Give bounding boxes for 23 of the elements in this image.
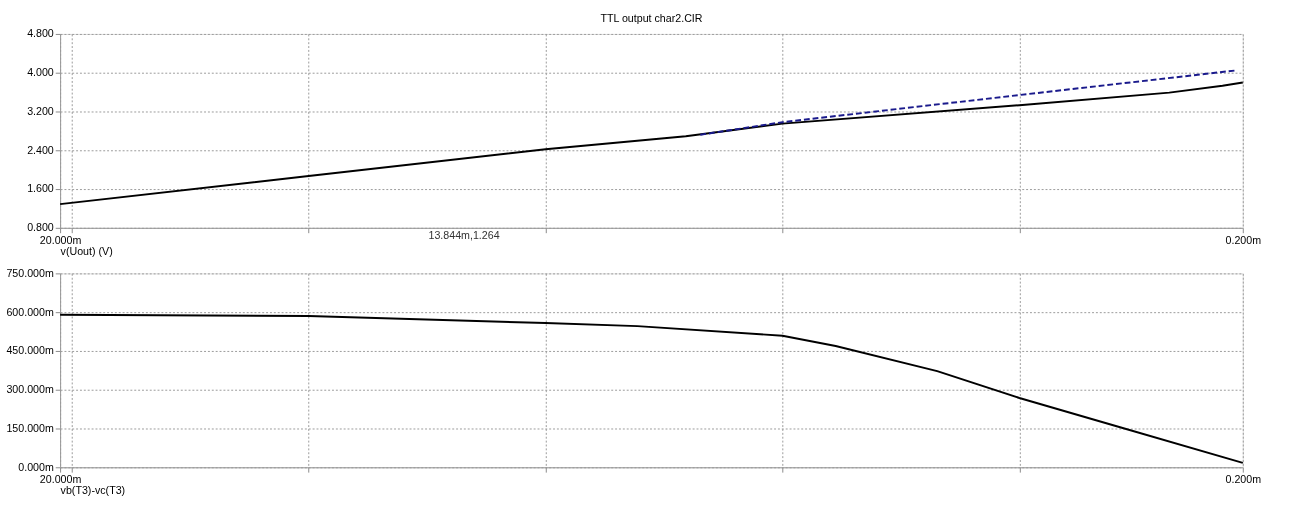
line-series xyxy=(59,313,1244,464)
y-tick-label: 4.000 xyxy=(27,66,54,79)
line-series xyxy=(699,69,1238,136)
y-tick-label: 4.800 xyxy=(27,27,54,40)
y-tick-label: 150.000m xyxy=(6,421,54,434)
text: 13.844m,1.264 xyxy=(428,228,500,241)
x-tick-label: 0.200m xyxy=(1225,233,1262,246)
y-tick-label: 3.200 xyxy=(27,104,54,117)
y-tick-label: 750.000m xyxy=(6,266,54,279)
y-tick-label: 1.600 xyxy=(27,182,54,195)
y-tick-label: 600.000m xyxy=(6,305,54,318)
y-tick-label: 300.000m xyxy=(6,383,54,396)
x-tick-label: 20.000m xyxy=(39,233,82,246)
chart-title: TTL output char2.CIR xyxy=(600,12,703,25)
x-axis-title: vb(T3)-vc(T3) xyxy=(60,483,126,496)
line-series xyxy=(59,81,1244,206)
y-tick-label: 0.000m xyxy=(18,460,54,473)
x-tick-label: 0.200m xyxy=(1225,473,1262,486)
x-tick-label: 20.000m xyxy=(39,473,82,486)
x-axis-title: v(Uout) (V) xyxy=(60,244,113,257)
y-tick-label: 450.000m xyxy=(6,344,54,357)
y-tick-label: 0.800 xyxy=(27,221,54,234)
y-tick-label: 2.400 xyxy=(27,143,54,156)
